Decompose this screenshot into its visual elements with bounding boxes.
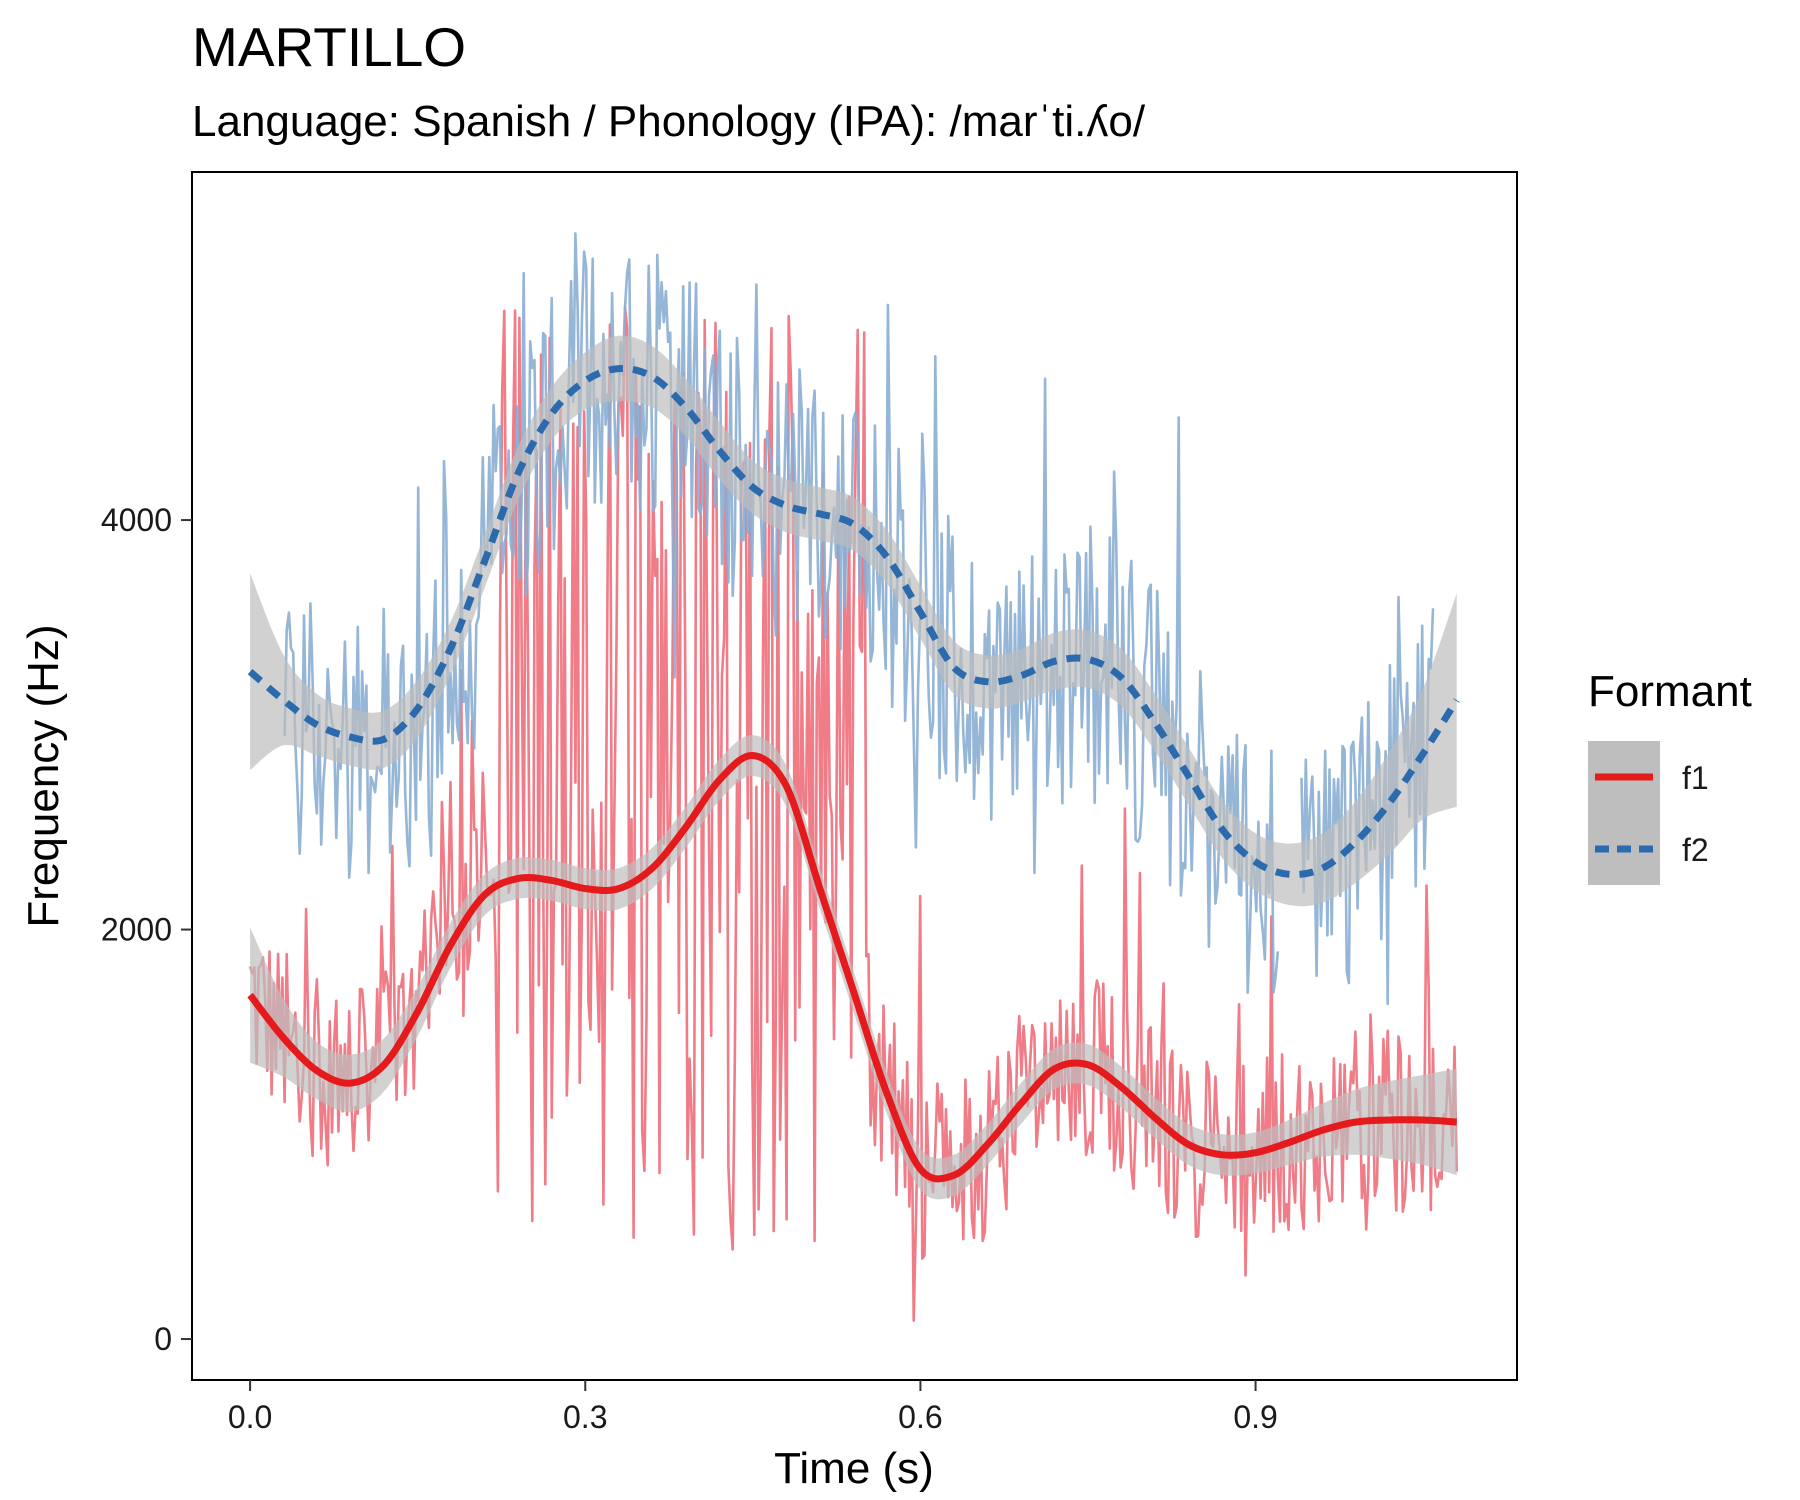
y-axis: 0 2000 4000 [101, 502, 192, 1357]
x-axis-title: Time (s) [774, 1444, 934, 1493]
x-tick-label: 0.0 [228, 1399, 272, 1435]
ribbon-f2 [250, 335, 1457, 907]
legend: Formant f1 f2 [1588, 667, 1752, 885]
confidence-ribbons [250, 335, 1457, 1200]
f1-raw-track [248, 305, 1458, 1322]
ribbon-f1 [250, 735, 1457, 1200]
y-tick-label: 2000 [101, 912, 172, 948]
plot-area [191, 171, 1518, 1381]
x-tick-label: 0.6 [898, 1399, 942, 1435]
x-tick-label: 0.9 [1233, 1399, 1277, 1435]
chart-title: MARTILLO [192, 16, 466, 78]
x-axis: 0.0 0.3 0.6 0.9 [192, 1379, 1517, 1435]
legend-label-f1: f1 [1682, 760, 1709, 796]
chart-subtitle: Language: Spanish / Phonology (IPA): /ma… [192, 97, 1146, 146]
smooth-line-f1 [247, 752, 1457, 1183]
y-axis-title: Frequency (Hz) [19, 624, 68, 927]
legend-item-f1: f1 [1588, 741, 1709, 813]
smooth-lines [247, 364, 1460, 1183]
legend-item-f2: f2 [1588, 813, 1709, 885]
y-tick-label: 0 [154, 1321, 172, 1357]
legend-label-f2: f2 [1682, 832, 1709, 868]
y-tick-label: 4000 [101, 502, 172, 538]
smooth-line-f2 [247, 364, 1460, 879]
x-tick-label: 0.3 [563, 1399, 607, 1435]
legend-title: Formant [1588, 667, 1752, 716]
